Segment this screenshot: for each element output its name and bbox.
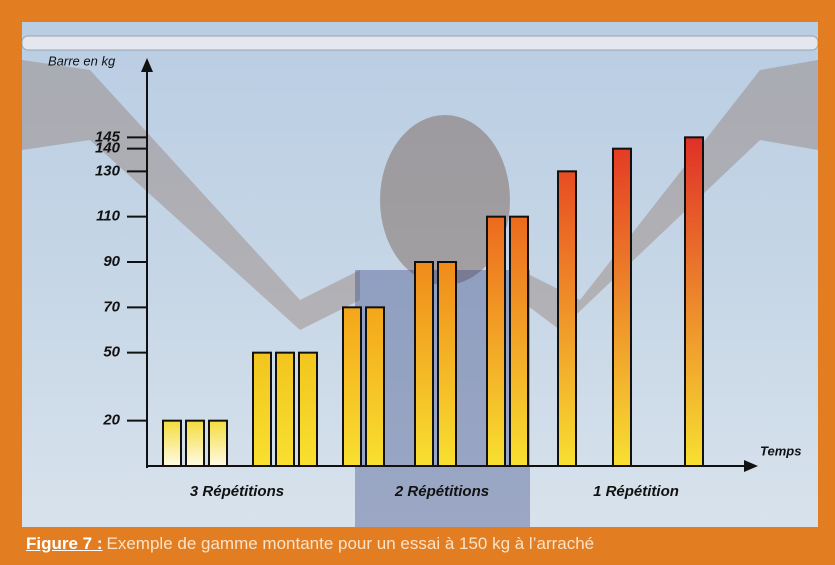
group-label: 2 Répétitions bbox=[394, 483, 489, 500]
bar bbox=[437, 261, 457, 467]
athlete-silhouette bbox=[22, 60, 818, 527]
caption: Figure 7 : Exemple de gamme montante pour… bbox=[26, 534, 594, 554]
y-tick-label: 140 bbox=[95, 140, 121, 157]
bar bbox=[365, 306, 385, 468]
bar bbox=[684, 136, 704, 467]
bar bbox=[612, 147, 632, 468]
y-tick-label: 130 bbox=[95, 162, 121, 179]
bar bbox=[486, 215, 506, 467]
caption-label: Figure 7 : bbox=[26, 534, 103, 553]
bar bbox=[252, 351, 272, 467]
y-tick-label: 90 bbox=[103, 253, 120, 270]
y-arrow bbox=[141, 58, 153, 72]
y-tick-label: 70 bbox=[103, 298, 120, 315]
bar bbox=[275, 351, 295, 467]
bar bbox=[414, 261, 434, 467]
group-label: 3 Répétitions bbox=[190, 483, 284, 500]
bar bbox=[557, 170, 577, 467]
bar bbox=[298, 351, 318, 467]
caption-text: Exemple de gamme montante pour un essai … bbox=[106, 534, 595, 553]
y-tick-label: 145 bbox=[95, 128, 121, 145]
x-axis-label: Temps bbox=[760, 443, 801, 458]
y-axis-label: Barre en kg bbox=[48, 53, 116, 68]
bar bbox=[509, 215, 529, 467]
x-arrow bbox=[744, 460, 758, 472]
bar bbox=[342, 306, 362, 468]
athlete-head bbox=[380, 115, 510, 285]
y-tick-label: 110 bbox=[96, 208, 121, 225]
bar bbox=[185, 419, 205, 467]
bar bbox=[162, 419, 182, 467]
barbell bbox=[22, 35, 818, 51]
bar bbox=[208, 419, 228, 467]
y-tick-label: 20 bbox=[102, 412, 120, 429]
y-tick-label: 50 bbox=[103, 344, 120, 361]
group-label: 1 Répétition bbox=[593, 483, 679, 500]
